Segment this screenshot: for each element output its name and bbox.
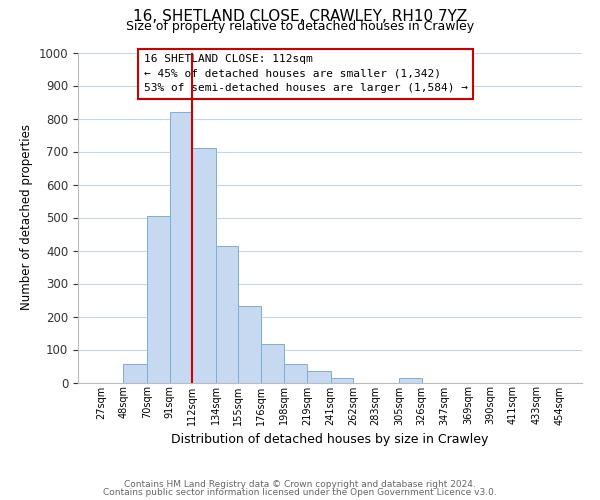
Y-axis label: Number of detached properties: Number of detached properties <box>20 124 33 310</box>
Bar <box>216 246 238 382</box>
Text: Size of property relative to detached houses in Crawley: Size of property relative to detached ho… <box>126 20 474 33</box>
Text: 16, SHETLAND CLOSE, CRAWLEY, RH10 7YZ: 16, SHETLAND CLOSE, CRAWLEY, RH10 7YZ <box>133 9 467 24</box>
Bar <box>331 378 353 382</box>
Bar <box>399 378 422 382</box>
Bar <box>170 112 192 382</box>
Text: 16 SHETLAND CLOSE: 112sqm
← 45% of detached houses are smaller (1,342)
53% of se: 16 SHETLAND CLOSE: 112sqm ← 45% of detac… <box>143 54 467 93</box>
X-axis label: Distribution of detached houses by size in Crawley: Distribution of detached houses by size … <box>172 433 488 446</box>
Bar <box>192 148 216 382</box>
Bar <box>238 306 261 382</box>
Text: Contains public sector information licensed under the Open Government Licence v3: Contains public sector information licen… <box>103 488 497 497</box>
Bar <box>147 216 170 382</box>
Bar <box>284 364 307 382</box>
Bar <box>124 364 147 382</box>
Bar <box>261 344 284 382</box>
Text: Contains HM Land Registry data © Crown copyright and database right 2024.: Contains HM Land Registry data © Crown c… <box>124 480 476 489</box>
Bar <box>307 371 331 382</box>
